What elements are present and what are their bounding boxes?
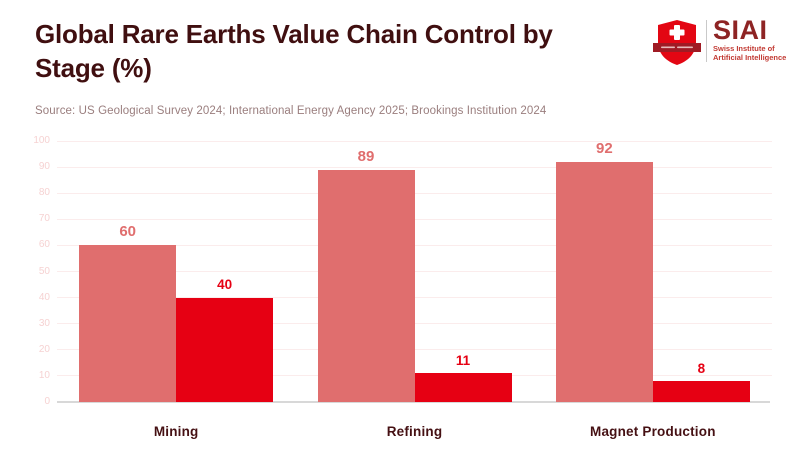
page-title: Global Rare Earths Value Chain Control b… xyxy=(35,19,553,83)
bar-value-label: 8 xyxy=(697,360,706,376)
logo-text: SIAI Swiss Institute of Artificial Intel… xyxy=(713,17,786,62)
gridline xyxy=(57,349,772,351)
x-axis-line xyxy=(57,401,770,403)
logo-divider xyxy=(706,20,707,62)
y-axis-tick-label: 0 xyxy=(44,396,50,407)
bar xyxy=(79,245,177,402)
y-axis-tick-label: 30 xyxy=(38,317,50,329)
y-axis-tick-label: 50 xyxy=(38,265,50,277)
logo-acronym: SIAI xyxy=(713,15,768,45)
gridline xyxy=(57,166,772,168)
y-axis-tick-label: 10 xyxy=(38,369,50,381)
bar xyxy=(317,169,415,402)
y-axis-tick-label: 90 xyxy=(38,161,50,173)
swiss-shield-icon xyxy=(653,20,701,65)
source-note: Source: US Geological Survey 2024; Inter… xyxy=(35,105,547,117)
logo-full-name: Swiss Institute of Artificial Intelligen… xyxy=(713,44,787,62)
y-axis-tick-label: 80 xyxy=(38,187,50,199)
bar-value-label: 60 xyxy=(119,223,136,241)
bar-value-label: 40 xyxy=(217,277,233,293)
siai-logo: SIAI Swiss Institute of Artificial Intel… xyxy=(652,17,792,69)
gridline xyxy=(57,192,772,194)
gridline xyxy=(57,323,772,325)
bar xyxy=(176,297,274,402)
y-axis-tick-label: 60 xyxy=(38,239,50,251)
bar-value-label: 11 xyxy=(455,352,471,368)
y-axis-tick-label: 40 xyxy=(38,291,50,303)
gridline xyxy=(57,271,772,272)
bar xyxy=(555,161,653,402)
y-axis-tick-label: 20 xyxy=(38,343,50,355)
bar xyxy=(652,381,750,402)
y-axis-tick-label: 100 xyxy=(33,135,50,146)
y-axis-tick-label: 70 xyxy=(38,213,50,225)
x-axis-category-label: Refining xyxy=(386,424,443,439)
gridline xyxy=(57,244,772,246)
gridline xyxy=(57,140,772,142)
bar-value-label: 89 xyxy=(357,147,375,165)
x-axis-category-label: Magnet Production xyxy=(590,424,716,439)
x-axis-category-label: Mining xyxy=(153,424,199,439)
gridline xyxy=(57,297,772,299)
bar xyxy=(414,373,512,402)
gridline xyxy=(57,218,772,220)
bar-value-label: 92 xyxy=(595,139,613,157)
